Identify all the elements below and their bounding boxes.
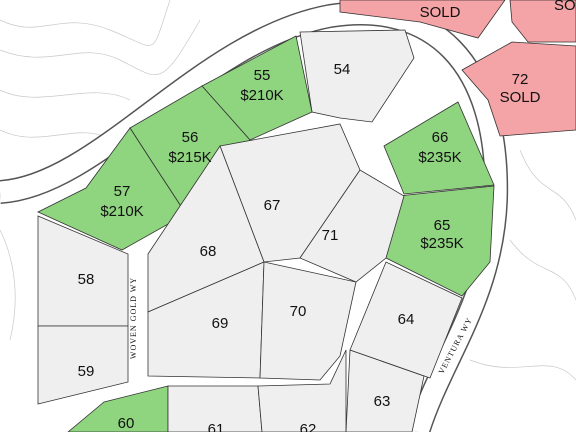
contours — [0, 0, 576, 381]
lot-number: 65 — [434, 217, 451, 234]
lot-price: $235K — [420, 235, 463, 252]
lot-number: 63 — [374, 393, 391, 410]
lot-number: 67 — [264, 197, 281, 214]
lot-price: $210K — [100, 203, 143, 220]
road — [0, 2, 507, 432]
lot-number: 61 — [208, 421, 225, 432]
lot-status: SOLD — [420, 4, 461, 21]
lot-number: 66 — [432, 129, 449, 146]
lot — [339, 0, 506, 39]
lot — [37, 325, 129, 405]
lot-price: $235K — [418, 149, 461, 166]
lot-status: SOLD — [554, 0, 576, 14]
lot-number: 55 — [254, 67, 271, 84]
lot-number: 62 — [300, 421, 317, 432]
lot-number: 58 — [78, 271, 95, 288]
lots — [37, 0, 576, 432]
lot — [299, 169, 405, 283]
lot — [37, 127, 187, 251]
lot-number: 54 — [334, 61, 351, 78]
lot-status: SOLD — [500, 89, 541, 106]
lot-number: 64 — [398, 311, 415, 328]
lot-number: 57 — [114, 183, 131, 200]
lot-number: 72 — [512, 71, 529, 88]
lot — [257, 349, 347, 432]
lot-number: 68 — [200, 243, 217, 260]
lot-number: 70 — [290, 303, 307, 320]
lot — [349, 261, 463, 379]
lot — [461, 41, 576, 137]
street-name: WOVEN GOLD WY — [129, 277, 138, 359]
lot-number: 60 — [118, 415, 135, 432]
lot-price: $215K — [168, 149, 211, 166]
lot-price: $210K — [240, 87, 283, 104]
lot — [383, 101, 495, 195]
lot-number: 59 — [78, 363, 95, 380]
lot-number: 56 — [182, 129, 199, 146]
lot — [259, 261, 357, 381]
lot — [167, 385, 263, 432]
lot — [509, 0, 576, 43]
lot-number: 71 — [322, 227, 339, 244]
lot-number: 69 — [212, 315, 229, 332]
labels: 54 55 $210K 56 $215K 57 $210K 58 59 60 6… — [78, 0, 576, 432]
